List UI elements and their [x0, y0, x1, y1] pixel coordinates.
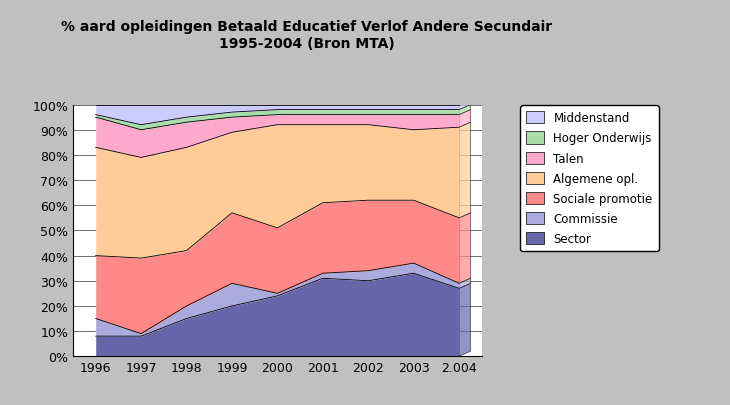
Polygon shape — [459, 105, 470, 115]
Polygon shape — [459, 279, 470, 289]
Polygon shape — [459, 100, 470, 110]
Polygon shape — [459, 123, 470, 218]
Polygon shape — [96, 100, 470, 105]
Polygon shape — [459, 110, 470, 128]
Polygon shape — [459, 213, 470, 284]
Legend: Middenstand, Hoger Onderwijs, Talen, Algemene opl., Sociale promotie, Commissie,: Middenstand, Hoger Onderwijs, Talen, Alg… — [520, 106, 658, 252]
Polygon shape — [459, 284, 470, 356]
Text: % aard opleidingen Betaald Educatief Verlof Andere Secundair
1995-2004 (Bron MTA: % aard opleidingen Betaald Educatief Ver… — [61, 20, 552, 50]
